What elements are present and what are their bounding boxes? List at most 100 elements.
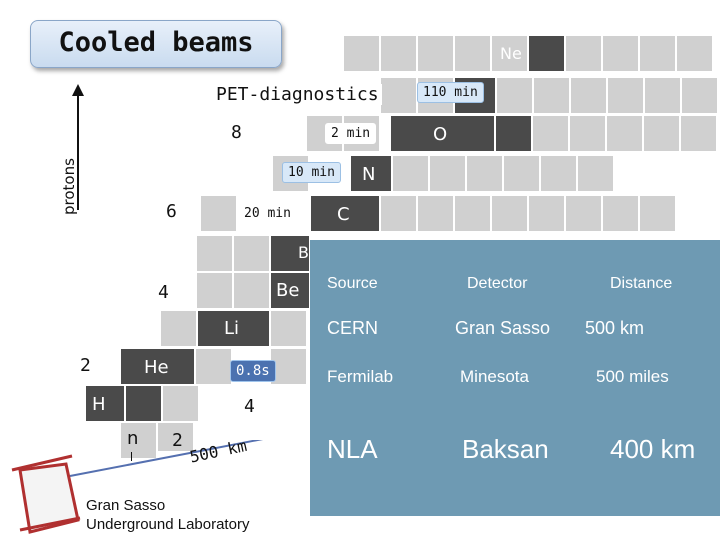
chart-cell	[496, 77, 533, 114]
table-cell-distance: 400 km	[610, 434, 696, 464]
proton-number-4: 4	[158, 282, 169, 303]
chart-cell	[196, 235, 233, 272]
table-cell-distance: 500 km	[585, 318, 645, 338]
element-o: O	[433, 124, 448, 145]
chart-cell	[643, 115, 680, 152]
chart-cell	[533, 77, 570, 114]
header-source: Source	[327, 275, 378, 292]
chart-cell	[417, 35, 454, 72]
chart-cell	[454, 195, 491, 232]
chart-cell	[602, 195, 639, 232]
chart-cell	[429, 155, 466, 192]
halflife-o: 2 min	[325, 123, 377, 144]
chart-cell	[380, 35, 417, 72]
experiments-table: Source Detector Distance CERN Gran Sasso…	[310, 240, 720, 516]
chart-cell	[565, 195, 602, 232]
chart-cell	[120, 422, 157, 459]
beam-graphic	[11, 440, 264, 534]
chart-cell	[200, 195, 237, 232]
chart-cell	[528, 195, 565, 232]
lab-label-line1: Gran Sasso	[86, 497, 166, 514]
chart-cell	[569, 115, 606, 152]
chart-cell	[491, 35, 528, 72]
table-cell-detector: Minesota	[460, 367, 529, 386]
element-b: B	[298, 243, 309, 262]
chart-cell	[270, 235, 310, 272]
element-li: Li	[224, 318, 240, 339]
laboratory-icon	[11, 454, 81, 534]
proton-number-2: 2	[80, 355, 91, 376]
element-h: H	[92, 394, 106, 415]
chart-cell	[503, 155, 540, 192]
chart-cell	[233, 235, 270, 272]
neutron-number-2: 2	[172, 430, 183, 451]
chart-cell	[196, 272, 233, 309]
chart-cell	[602, 35, 639, 72]
table-cell-detector: Baksan	[462, 434, 549, 464]
chart-cell	[125, 385, 162, 422]
header-detector: Detector	[467, 275, 528, 292]
chart-cell	[162, 385, 199, 422]
chart-cell	[270, 272, 310, 309]
halflife-li: 0.8s	[230, 360, 276, 382]
table-cell-source: Fermilab	[327, 367, 394, 386]
element-he: He	[144, 357, 169, 378]
chart-cell	[639, 195, 676, 232]
chart-cell	[528, 35, 565, 72]
chart-cell	[491, 195, 528, 232]
halflife-n: 10 min	[282, 162, 341, 183]
chart-cell	[233, 272, 270, 309]
table-cell-source: CERN	[327, 318, 379, 338]
chart-cell	[681, 77, 718, 114]
protons-arrow-icon	[72, 84, 84, 96]
chart-cell	[157, 422, 194, 452]
chart-cell	[466, 155, 503, 192]
chart-cell	[85, 385, 125, 422]
element-be: Be	[276, 280, 300, 301]
chart-cell	[639, 35, 676, 72]
page-title: Cooled beams	[58, 27, 254, 58]
chart-cell	[606, 115, 643, 152]
chart-cell	[392, 155, 429, 192]
chart-cell	[570, 77, 607, 114]
chart-cell	[343, 35, 380, 72]
chart-cell	[454, 35, 491, 72]
element-c: C	[337, 204, 350, 225]
neutron-number-4: 4	[244, 396, 255, 417]
chart-cell	[577, 155, 614, 192]
halflife-f: 110 min	[417, 82, 484, 103]
chart-cell	[310, 195, 380, 232]
chart-cell	[540, 155, 577, 192]
chart-cell	[417, 195, 454, 232]
axis-label-protons: protons	[60, 158, 78, 215]
table-cell-detector: Gran Sasso	[455, 318, 551, 338]
element-neutron: n	[127, 428, 139, 449]
chart-cell	[380, 77, 417, 114]
protons-arrow-shaft	[77, 95, 79, 210]
chart-cell	[532, 115, 569, 152]
beam-line	[69, 440, 264, 477]
chart-cell	[676, 35, 713, 72]
chart-cell	[644, 77, 681, 114]
chart-cell	[680, 115, 717, 152]
chart-cell	[195, 348, 232, 385]
chart-cell	[160, 310, 197, 347]
title-banner: Cooled beams	[30, 20, 282, 68]
proton-number-0: 0	[90, 428, 101, 449]
lab-label-line2: Underground Laboratory	[86, 516, 250, 533]
proton-number-8: 8	[231, 122, 242, 143]
subtitle: PET-diagnostics	[213, 84, 382, 105]
chart-cell	[607, 77, 644, 114]
neutron-tick	[131, 452, 132, 461]
chart-cell	[495, 115, 532, 152]
element-ne: Ne	[500, 44, 522, 63]
chart-cell	[565, 35, 602, 72]
halflife-c: 20 min	[238, 203, 297, 224]
chart-cell	[197, 310, 270, 347]
table-cell-source: NLA	[327, 434, 378, 464]
chart-cell	[390, 115, 495, 152]
header-distance: Distance	[610, 275, 673, 292]
table-cell-distance: 500 miles	[596, 367, 669, 386]
chart-cell	[120, 348, 195, 385]
chart-cell	[380, 195, 417, 232]
